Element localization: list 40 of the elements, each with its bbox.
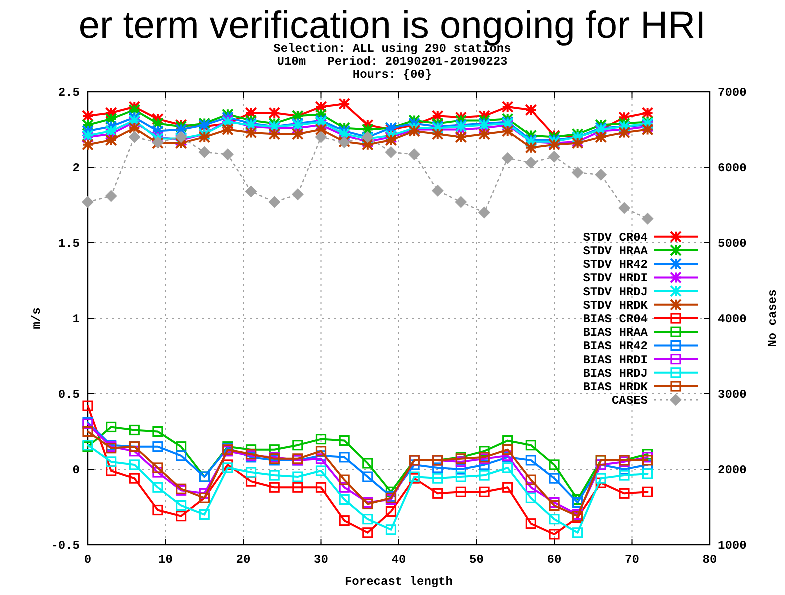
y2-tick-label: 7000 (718, 86, 747, 100)
y-tick-label: -0.5 (51, 539, 80, 553)
x-axis-title: Forecast length (344, 575, 454, 589)
y2-tick-label: 1000 (718, 539, 747, 553)
legend-label: STDV HRAA (583, 244, 649, 258)
y-tick-label: 0 (72, 464, 80, 478)
legend-label: STDV HRDI (583, 272, 648, 286)
y2-axis-title: No cases (766, 290, 780, 348)
y-tick-label: 1 (72, 312, 80, 326)
legend-label: STDV HRDK (583, 298, 649, 313)
y-tick-label: 1.5 (58, 237, 80, 251)
y2-tick-label: 5000 (718, 237, 747, 251)
legend-label: STDV HRDJ (583, 285, 648, 300)
x-tick-label: 0 (84, 553, 92, 567)
legend-label: BIAS HRDI (583, 353, 648, 368)
x-tick-label: 50 (470, 553, 484, 567)
y-tick-label: 2 (72, 162, 80, 176)
legend-label: CASES (612, 394, 648, 408)
x-tick-label: 60 (547, 553, 562, 567)
y2-tick-label: 2000 (718, 464, 747, 478)
x-tick-label: 70 (625, 553, 640, 567)
legend-label: BIAS HRAA (583, 326, 649, 340)
y2-tick-label: 4000 (718, 312, 747, 326)
x-tick-label: 10 (158, 553, 173, 567)
y-tick-label: 0.5 (58, 388, 80, 402)
x-tick-label: 80 (702, 553, 718, 567)
legend-label: BIAS HRDK (583, 380, 649, 394)
x-tick-label: 20 (236, 553, 251, 567)
legend-label: BIAS HRDJ (583, 366, 648, 381)
y2-tick-label: 6000 (718, 162, 747, 176)
y-tick-label: 2.5 (58, 86, 80, 100)
legend-label: STDV HR42 (583, 258, 648, 272)
y2-tick-label: 3000 (718, 388, 747, 402)
chart-subtitle: U10m Period: 20190201-20190223 Hours: {00} (277, 55, 508, 82)
legend-label: STDV CR04 (583, 230, 648, 245)
x-tick-label: 40 (392, 553, 406, 567)
legend-label: BIAS CR04 (583, 312, 648, 326)
y-axis-title: m/s (30, 308, 44, 330)
legend-label: BIAS HR42 (583, 340, 648, 354)
x-tick-label: 30 (314, 553, 328, 567)
